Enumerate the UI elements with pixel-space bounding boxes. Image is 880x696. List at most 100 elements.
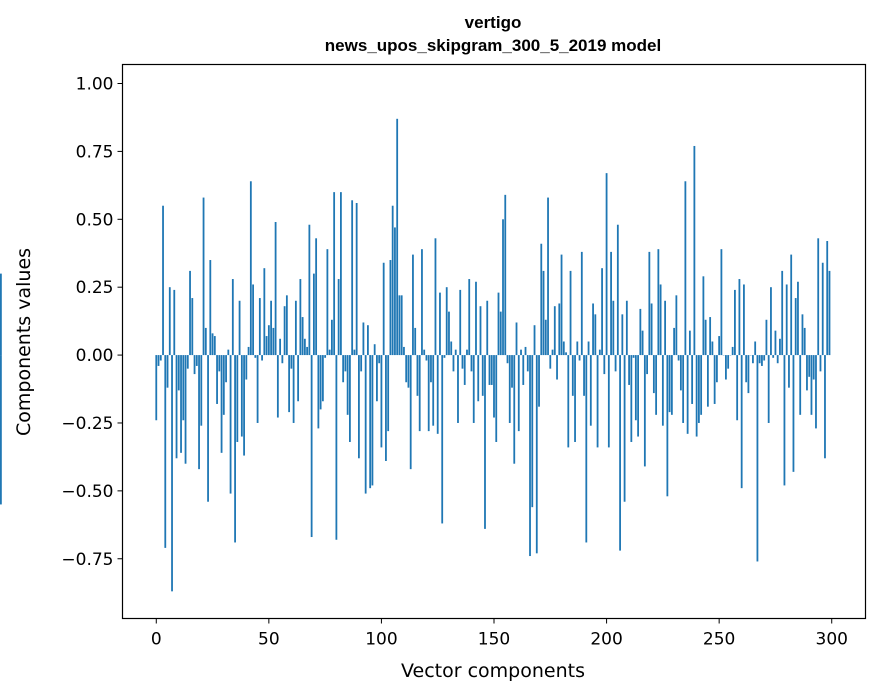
bar-79 (333, 192, 336, 356)
x-tick-label: 100 (365, 630, 397, 650)
bar-160 (515, 322, 518, 356)
bar-173 (544, 319, 547, 356)
bar-182 (565, 352, 567, 356)
plot-frame (121, 63, 867, 620)
bar-225 (661, 355, 664, 426)
bar-14 (186, 355, 189, 369)
bar-109 (400, 295, 403, 356)
bar-297 (824, 355, 826, 459)
bar-211 (630, 355, 633, 442)
y-tick-label: 0.50 (76, 210, 114, 230)
bar-85 (346, 355, 349, 415)
bar-0 (155, 355, 158, 421)
bar-208 (623, 355, 626, 502)
bar-228 (668, 355, 671, 413)
bar-112 (407, 355, 410, 388)
bar-275 (774, 330, 777, 356)
bar-93 (364, 355, 367, 494)
bar-183 (567, 355, 570, 448)
bar-198 (601, 268, 603, 356)
bar-258 (736, 355, 739, 421)
bar-240 (695, 355, 698, 437)
bar-90 (358, 355, 360, 459)
bar-67 (306, 346, 309, 356)
bar-298 (826, 241, 829, 356)
bar-152 (497, 292, 500, 356)
bar-138 (466, 349, 468, 356)
bar-34 (231, 279, 234, 356)
bar-97 (373, 344, 376, 356)
bar-11 (180, 355, 182, 453)
bar-65 (301, 317, 304, 356)
bar-232 (677, 355, 680, 361)
bar-89 (355, 203, 358, 356)
bar-59 (288, 355, 291, 413)
bar-171 (540, 243, 543, 356)
bar-126 (439, 292, 441, 356)
bar-286 (799, 355, 802, 415)
bar-238 (691, 355, 694, 404)
bar-290 (808, 355, 811, 377)
bar-120 (425, 355, 428, 361)
bar-186 (574, 355, 576, 442)
bar-153 (499, 311, 502, 356)
bar-102 (385, 355, 387, 461)
bar-144 (479, 306, 482, 356)
y-tick-label: −0.50 (61, 482, 113, 502)
bar-103 (387, 355, 390, 432)
bar-220 (650, 303, 653, 356)
bar-235 (684, 181, 687, 356)
bar-106 (394, 227, 396, 356)
bar-299 (828, 270, 831, 356)
bar-164 (524, 346, 527, 356)
bar-189 (580, 251, 583, 356)
bar-274 (772, 355, 775, 358)
bar-113 (409, 355, 412, 470)
bar-142 (475, 281, 477, 356)
bar-254 (727, 355, 730, 369)
bar-121 (427, 355, 430, 432)
bar-166 (529, 355, 531, 557)
bar-101 (382, 262, 385, 356)
bar-224 (659, 284, 662, 356)
bar-200 (605, 173, 608, 356)
bar-1 (157, 355, 160, 366)
bar-3 (162, 205, 164, 356)
bar-217 (643, 355, 646, 467)
bar-223 (657, 249, 660, 356)
bar-242 (700, 355, 703, 415)
bar-245 (706, 355, 709, 407)
bar-13 (184, 355, 187, 464)
bar-95 (369, 355, 372, 489)
bar-24 (209, 260, 212, 356)
bar-271 (765, 319, 768, 356)
bar-12 (182, 355, 185, 421)
bar-82 (340, 192, 342, 356)
bar-73 (319, 355, 322, 410)
bar-288 (803, 327, 806, 356)
bar-178 (556, 355, 558, 380)
bar-64 (299, 279, 302, 356)
bar-209 (625, 300, 628, 356)
bar-263 (747, 355, 750, 394)
chart-title: vertigo (465, 13, 522, 32)
bar-246 (709, 317, 712, 356)
bar-42 (249, 181, 252, 356)
bar-18 (195, 355, 198, 366)
bar-55 (279, 338, 282, 356)
bar-226 (664, 300, 667, 356)
bar-19 (198, 355, 200, 470)
bar-127 (441, 355, 444, 524)
bar-29 (220, 355, 223, 453)
bar-40 (245, 355, 248, 380)
bar-190 (583, 355, 585, 396)
bar-233 (679, 355, 682, 391)
bar-47 (261, 355, 263, 361)
bar-54 (276, 355, 279, 418)
bar-270 (763, 355, 766, 361)
bar-137 (463, 355, 466, 385)
bar-266 (754, 341, 757, 356)
bar-62 (294, 300, 297, 356)
bar-26 (213, 336, 216, 356)
bar-100 (380, 355, 383, 448)
